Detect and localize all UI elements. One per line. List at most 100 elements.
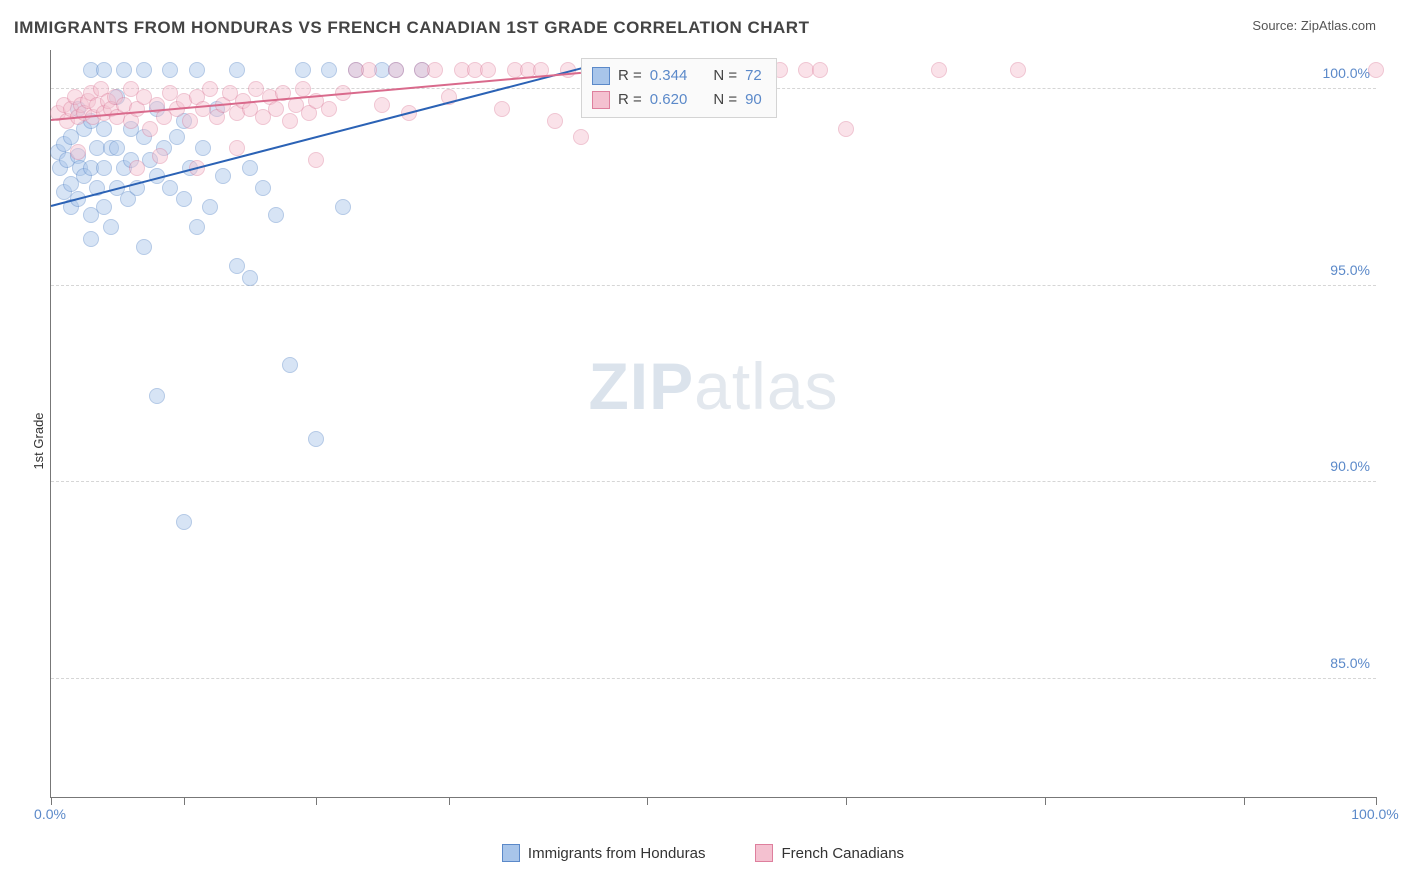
legend-row: R = 0.620 N = 90 [592,88,762,112]
data-point [321,101,337,117]
chart-container: 1st Grade ZIPatlas 85.0% 90.0% 95.0% 100.0%… [14,50,1376,832]
data-point [215,168,231,184]
data-point [70,144,86,160]
r-value: 0.620 [650,88,688,112]
data-point [268,101,284,117]
data-point [361,62,377,78]
data-point [116,62,132,78]
data-point [136,62,152,78]
chart-title: IMMIGRANTS FROM HONDURAS VS FRENCH CANAD… [14,18,809,38]
data-point [103,219,119,235]
data-point [229,62,245,78]
y-tick-label: 90.0% [1330,458,1370,474]
bottom-legend: Immigrants from Honduras French Canadian… [0,844,1406,862]
data-point [96,199,112,215]
data-point [189,219,205,235]
y-tick-label: 85.0% [1330,655,1370,671]
legend-item-french: French Canadians [755,844,904,862]
data-point [335,199,351,215]
data-point [202,199,218,215]
r-label: R = [618,64,642,88]
data-point [229,258,245,274]
data-point [169,129,185,145]
watermark: ZIPatlas [588,348,838,424]
data-point [388,62,404,78]
gridline [51,481,1376,482]
y-tick-label: 100.0% [1323,65,1370,81]
data-point [931,62,947,78]
data-point [129,160,145,176]
data-point [152,148,168,164]
legend-swatch-french [755,844,773,862]
r-label: R = [618,88,642,112]
data-point [242,270,258,286]
x-tick [449,797,450,805]
data-point [282,357,298,373]
data-point [282,113,298,129]
x-tick [1376,797,1377,805]
x-tick [1244,797,1245,805]
data-point [162,62,178,78]
data-point [96,160,112,176]
n-value: 72 [745,64,762,88]
data-point [149,388,165,404]
data-point [321,62,337,78]
legend-label-honduras: Immigrants from Honduras [528,845,706,862]
x-tick-label: 100.0% [1351,806,1398,822]
legend-item-honduras: Immigrants from Honduras [502,844,706,862]
data-point [202,81,218,97]
x-tick [1045,797,1046,805]
r-value: 0.344 [650,64,688,88]
data-point [295,62,311,78]
data-point [295,81,311,97]
legend-swatch-honduras [502,844,520,862]
data-point [229,140,245,156]
y-axis-label: 1st Grade [31,412,46,469]
n-value: 90 [745,88,762,112]
data-point [96,62,112,78]
correlation-legend: R = 0.344 N = 72 R = 0.620 N = 90 [581,58,777,118]
legend-swatch [592,67,610,85]
source-value: ZipAtlas.com [1301,18,1376,33]
data-point [308,152,324,168]
data-point [268,207,284,223]
data-point [255,180,271,196]
legend-label-french: French Canadians [781,845,904,862]
data-point [1368,62,1384,78]
chart-header: IMMIGRANTS FROM HONDURAS VS FRENCH CANAD… [0,0,1406,46]
data-point [176,191,192,207]
data-point [83,231,99,247]
plot-area: ZIPatlas 85.0% 90.0% 95.0% 100.0% R = 0.344 N … [50,50,1376,798]
data-point [308,431,324,447]
x-tick [846,797,847,805]
x-tick [51,797,52,805]
data-point [1010,62,1026,78]
data-point [136,239,152,255]
data-point [573,129,589,145]
x-tick [647,797,648,805]
data-point [494,101,510,117]
legend-swatch [592,91,610,109]
legend-row: R = 0.344 N = 72 [592,64,762,88]
x-tick [316,797,317,805]
watermark-atlas: atlas [694,349,838,423]
data-point [480,62,496,78]
n-label: N = [713,64,737,88]
x-tick-label: 0.0% [34,806,66,822]
data-point [838,121,854,137]
data-point [176,514,192,530]
data-point [109,140,125,156]
gridline [51,678,1376,679]
source-label: Source: [1252,18,1297,33]
data-point [242,160,258,176]
n-label: N = [713,88,737,112]
data-point [374,97,390,113]
data-point [162,180,178,196]
data-point [195,140,211,156]
y-tick-label: 95.0% [1330,262,1370,278]
data-point [182,113,198,129]
data-point [427,62,443,78]
data-point [812,62,828,78]
data-point [547,113,563,129]
source-attribution: Source: ZipAtlas.com [1252,18,1376,33]
